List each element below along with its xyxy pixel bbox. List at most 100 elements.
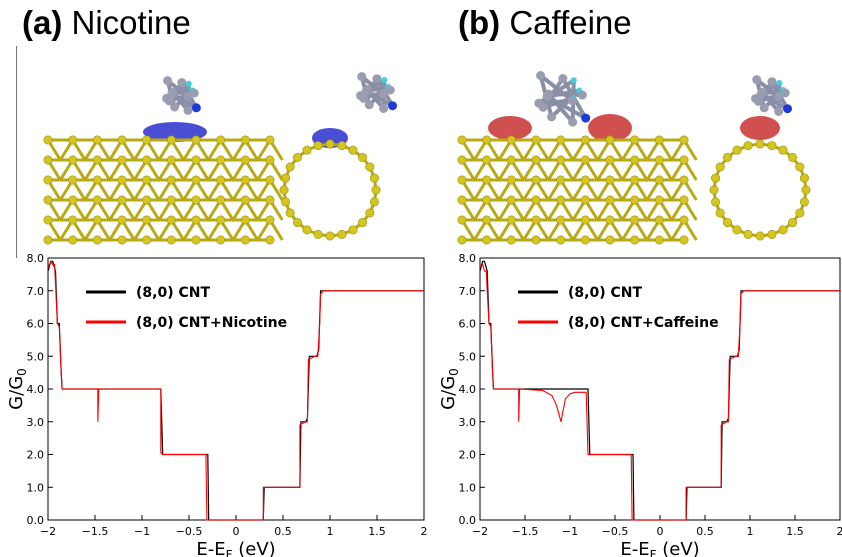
x-tick-label: −1.5 xyxy=(512,525,539,538)
charge-density-region xyxy=(143,122,207,142)
atom xyxy=(163,76,173,86)
panel-a-letter: (a) xyxy=(22,4,63,41)
carbon-atom xyxy=(302,145,312,155)
y-tick-label: 1.0 xyxy=(459,481,477,494)
atom xyxy=(177,78,187,88)
carbon-atom xyxy=(265,175,275,185)
atom xyxy=(183,105,193,115)
atom xyxy=(783,104,793,114)
y-tick-label: 2.0 xyxy=(27,449,45,462)
atom xyxy=(162,93,172,103)
carbon-atom xyxy=(68,215,78,225)
x-tick-label: −0.5 xyxy=(602,525,629,538)
x-tick-label: 2 xyxy=(421,525,428,538)
carbon-atom xyxy=(240,215,250,225)
x-tick-label: 0.5 xyxy=(696,525,714,538)
carbon-atom xyxy=(265,195,275,205)
carbon-atom xyxy=(240,135,250,145)
x-tick-label: 1.5 xyxy=(368,525,386,538)
carbon-atom xyxy=(265,155,275,165)
carbon-atom xyxy=(531,235,541,245)
carbon-atom xyxy=(43,155,53,165)
carbon-atom xyxy=(654,235,664,245)
carbon-atom xyxy=(265,215,275,225)
atom xyxy=(544,89,554,99)
carbon-atom xyxy=(337,229,347,239)
atom xyxy=(570,77,577,84)
carbon-atom xyxy=(778,145,788,155)
carbon-atom xyxy=(715,208,725,218)
carbon-atom xyxy=(279,185,289,195)
x-tick-label: 1.5 xyxy=(786,525,804,538)
carbon-atom xyxy=(292,152,302,162)
atom xyxy=(191,103,201,113)
carbon-atom xyxy=(68,195,78,205)
carbon-atom xyxy=(679,215,689,225)
carbon-atom xyxy=(630,235,640,245)
atom xyxy=(379,103,389,113)
carbon-atom xyxy=(216,235,226,245)
divider-line xyxy=(16,46,17,258)
y-tick-label: 7.0 xyxy=(459,285,477,298)
legend-label: (8,0) CNT+Nicotine xyxy=(136,315,287,331)
nicotine-molecule-end xyxy=(356,72,398,113)
carbon-atom xyxy=(166,195,176,205)
carbon-atom xyxy=(142,135,152,145)
carbon-atom xyxy=(482,235,492,245)
x-tick-label: 1 xyxy=(747,525,754,538)
y-tick-label: 0.0 xyxy=(27,514,45,527)
carbon-atom xyxy=(240,195,250,205)
carbon-atom xyxy=(605,135,615,145)
carbon-atom xyxy=(117,175,127,185)
carbon-atom xyxy=(43,215,53,225)
carbon-atom xyxy=(580,235,590,245)
carbon-atom xyxy=(795,162,805,172)
x-tick-label: 1 xyxy=(327,525,334,538)
carbon-atom xyxy=(216,215,226,225)
carbon-atom xyxy=(654,135,664,145)
carbon-atom xyxy=(580,155,590,165)
atom xyxy=(780,88,790,98)
carbon-atom xyxy=(580,195,590,205)
atom xyxy=(189,88,199,98)
carbon-atom xyxy=(302,225,312,235)
x-tick-label: 0 xyxy=(233,525,240,538)
carbon-atom xyxy=(722,152,732,162)
carbon-atom xyxy=(722,218,732,228)
series-line-0 xyxy=(47,260,424,521)
atom xyxy=(534,98,544,108)
carbon-atom xyxy=(457,235,467,245)
carbon-atom xyxy=(531,215,541,225)
panel-b-letter: (b) xyxy=(458,4,501,41)
atom xyxy=(581,113,591,123)
series-line-1 xyxy=(479,263,840,521)
carbon-atom xyxy=(191,215,201,225)
carbon-atom xyxy=(166,235,176,245)
carbon-atom xyxy=(605,195,615,205)
atom xyxy=(381,76,388,83)
carbon-atom xyxy=(654,215,664,225)
carbon-atom xyxy=(313,141,323,151)
carbon-atom xyxy=(506,215,516,225)
carbon-atom xyxy=(715,162,725,172)
carbon-atom xyxy=(216,195,226,205)
carbon-atom xyxy=(216,135,226,145)
carbon-atom xyxy=(679,235,689,245)
atom xyxy=(577,90,587,100)
carbon-atom xyxy=(358,152,368,162)
charge-density-region xyxy=(740,116,780,140)
chart-panel-a: −2 −1.5 −1 −0.5 0 0.5 1 1.5 2 0.0 1.0 2.0 3.0 4.0 5.0 6… xyxy=(6,252,428,557)
carbon-atom xyxy=(531,155,541,165)
carbon-atom xyxy=(281,197,291,207)
carbon-atom xyxy=(732,225,742,235)
carbon-atom xyxy=(142,175,152,185)
x-tick-label: 0.5 xyxy=(274,525,292,538)
carbon-atom xyxy=(679,135,689,145)
carbon-atom xyxy=(216,155,226,165)
carbon-atom xyxy=(142,195,152,205)
carbon-atom xyxy=(365,162,375,172)
caffeine-cnt-structure xyxy=(457,71,811,245)
charge-density-region xyxy=(588,114,632,142)
carbon-atom xyxy=(630,195,640,205)
nicotine-molecule-side xyxy=(162,76,201,115)
